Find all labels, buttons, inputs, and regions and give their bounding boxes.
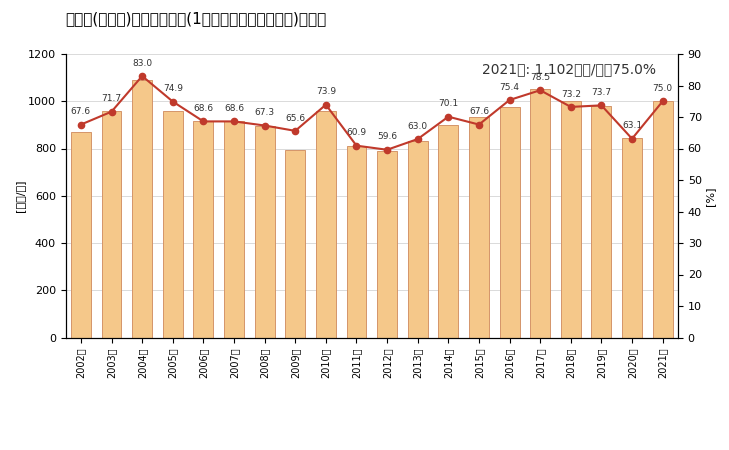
Text: 63.0: 63.0 [408, 122, 428, 130]
Bar [377, 151, 397, 338]
Text: 60.9: 60.9 [346, 128, 367, 137]
Text: 67.3: 67.3 [254, 108, 275, 117]
Text: 83.0: 83.0 [132, 58, 152, 68]
Text: 73.2: 73.2 [561, 90, 581, 99]
Text: 68.6: 68.6 [224, 104, 244, 113]
Text: 67.6: 67.6 [71, 107, 91, 116]
Bar [224, 122, 244, 338]
Text: 75.4: 75.4 [499, 83, 520, 92]
Bar [499, 107, 520, 338]
Text: 2021年: 1,102万円/人，75.0%: 2021年: 1,102万円/人，75.0% [482, 63, 656, 76]
Bar [163, 111, 183, 338]
Bar [469, 117, 489, 338]
Text: 65.6: 65.6 [285, 113, 305, 122]
Text: 71.7: 71.7 [101, 94, 122, 104]
Bar [285, 150, 305, 338]
Text: 74.9: 74.9 [163, 84, 183, 93]
Text: 中野市(長野県)の労働生産性(1人当たり粗付加価値額)の推移: 中野市(長野県)の労働生産性(1人当たり粗付加価値額)の推移 [66, 11, 327, 26]
Text: 63.1: 63.1 [622, 122, 642, 130]
Bar [101, 111, 122, 338]
Bar [193, 122, 214, 338]
Text: 78.5: 78.5 [530, 73, 550, 82]
Bar [438, 125, 459, 338]
Text: 67.6: 67.6 [469, 107, 489, 116]
Bar [561, 101, 581, 338]
Bar [132, 80, 152, 338]
Y-axis label: [%]: [%] [705, 186, 714, 206]
Bar [591, 106, 612, 338]
Text: 68.6: 68.6 [193, 104, 214, 113]
Bar [71, 132, 91, 338]
Bar [408, 141, 428, 338]
Bar [316, 111, 336, 338]
Text: 75.0: 75.0 [652, 84, 673, 93]
Bar [254, 126, 275, 338]
Bar [622, 138, 642, 338]
Bar [652, 101, 673, 338]
Text: 70.1: 70.1 [438, 99, 459, 108]
Bar [530, 90, 550, 338]
Text: 73.7: 73.7 [591, 88, 612, 97]
Bar [346, 146, 367, 338]
Y-axis label: [万円/人]: [万円/人] [15, 180, 25, 212]
Text: 73.9: 73.9 [316, 87, 336, 96]
Text: 59.6: 59.6 [377, 132, 397, 141]
